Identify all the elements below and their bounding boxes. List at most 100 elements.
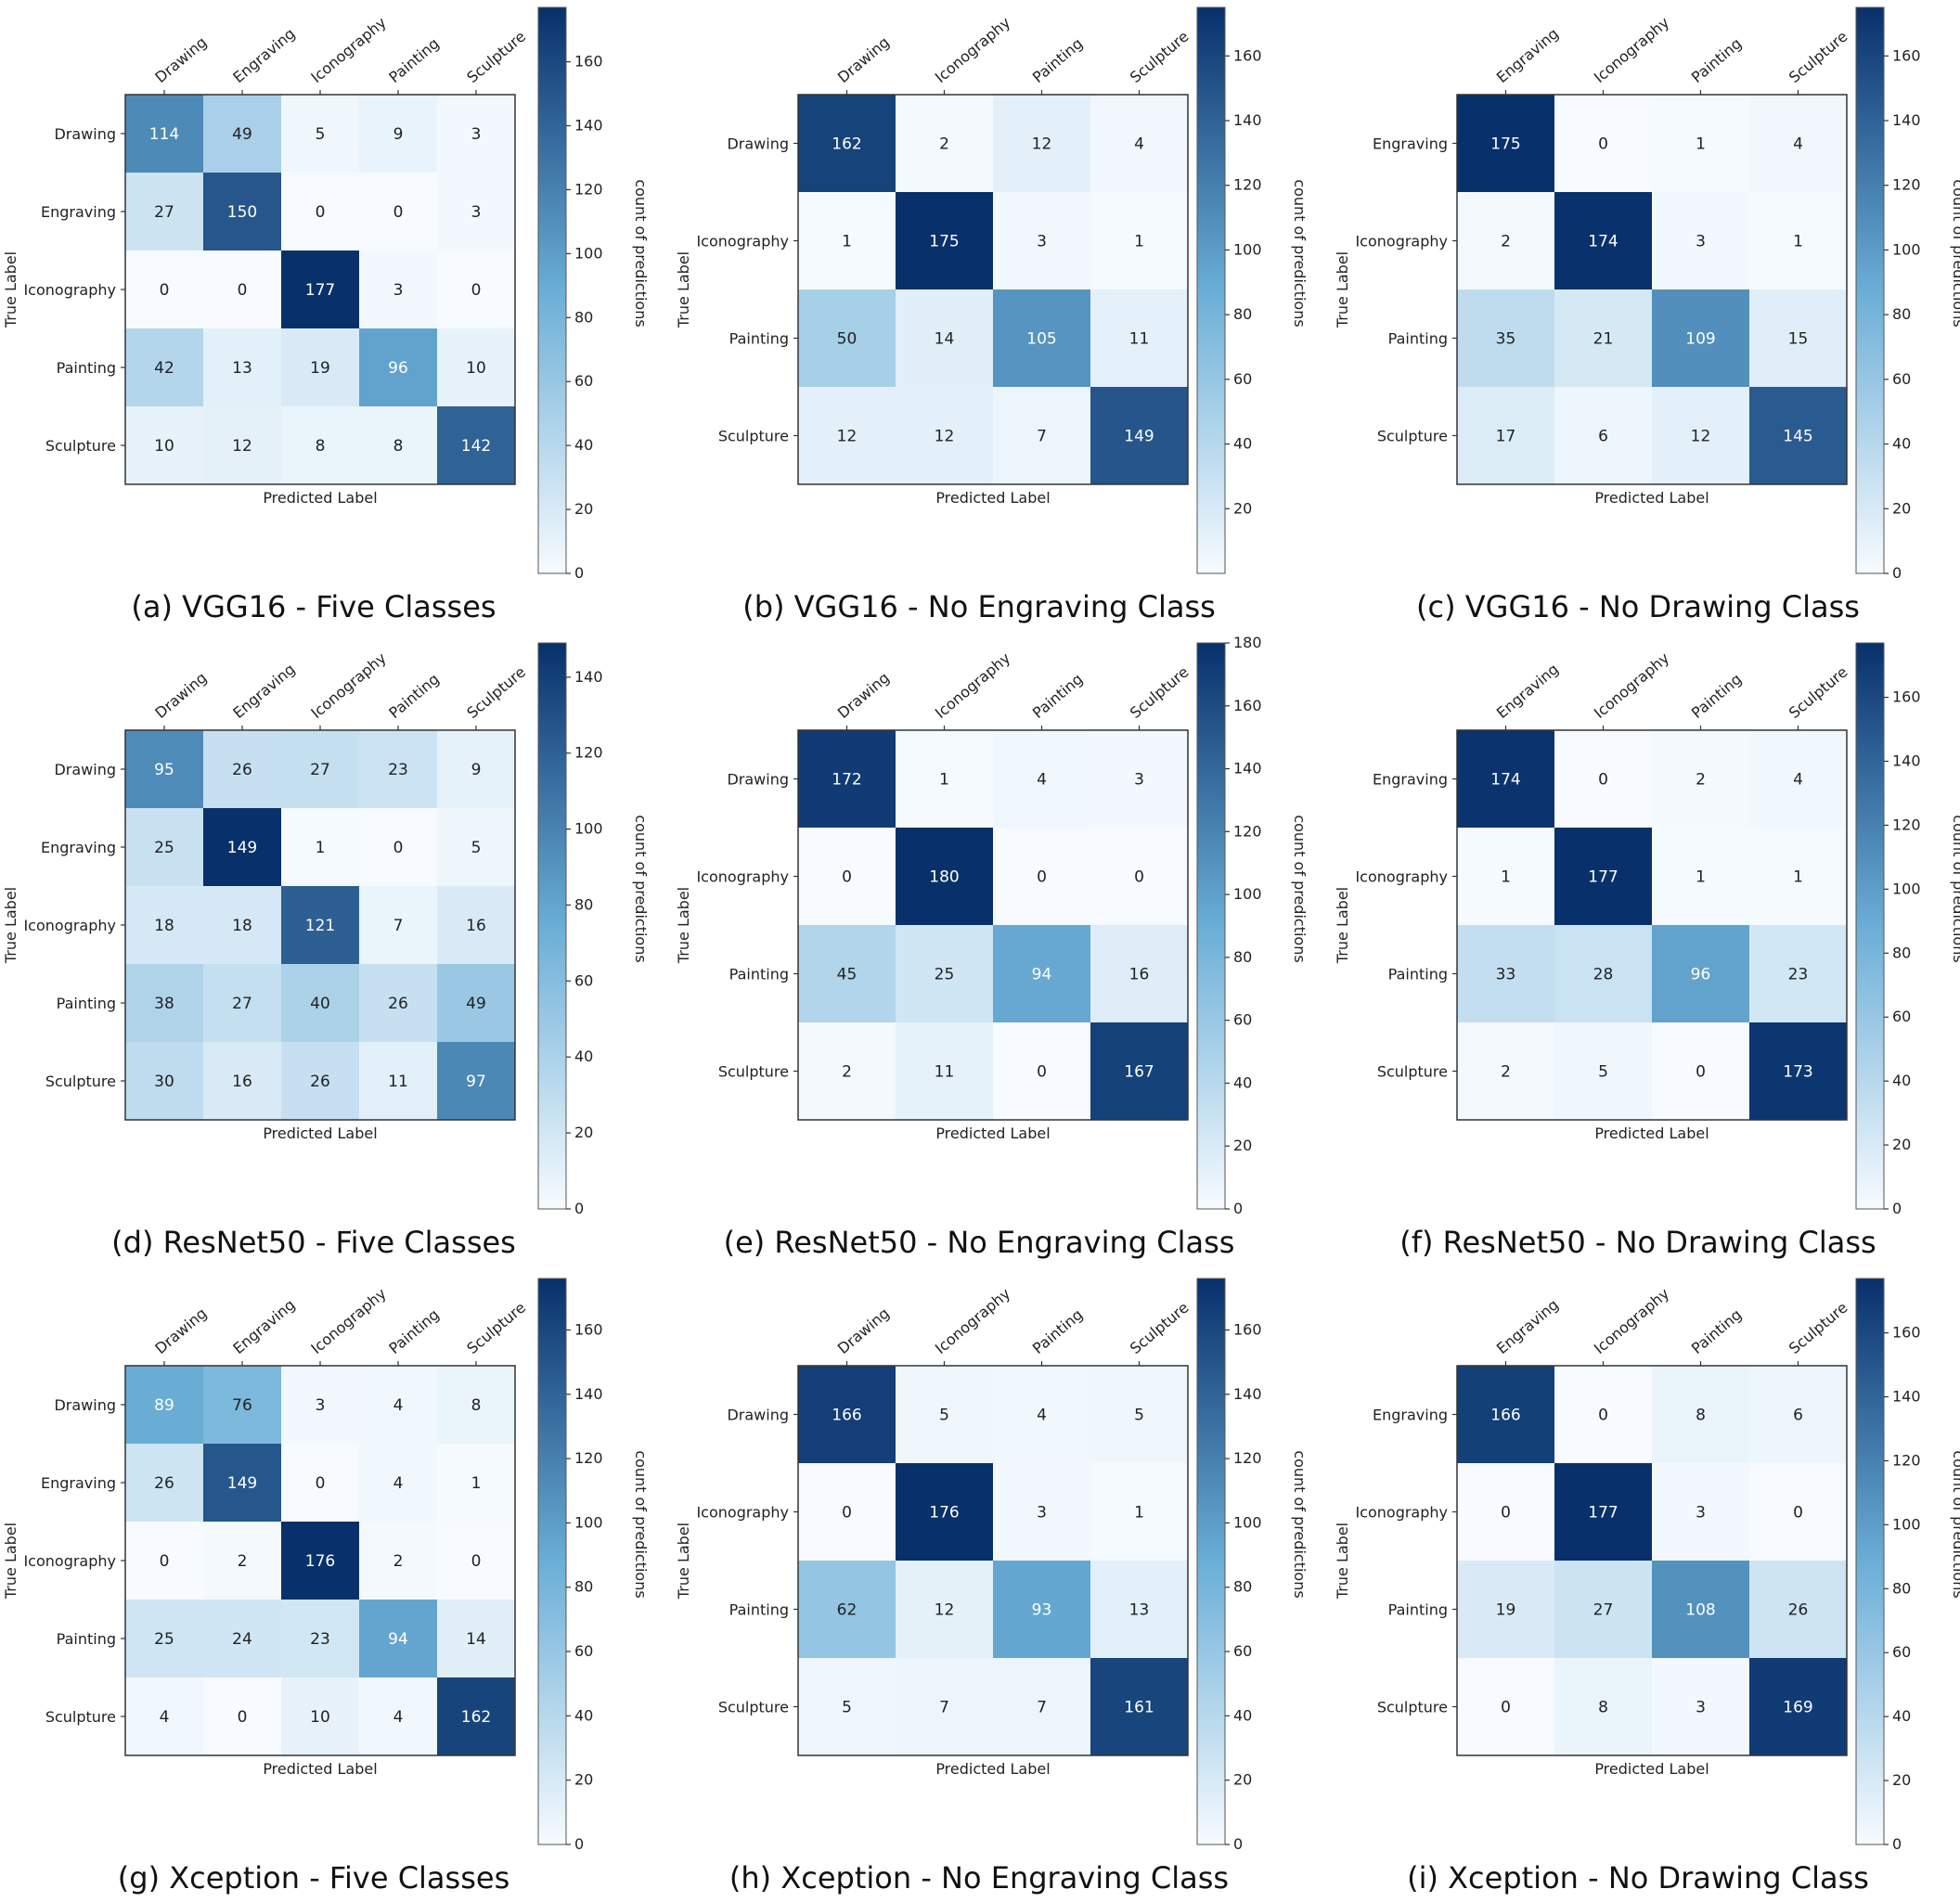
cell-value-label: 177 bbox=[305, 281, 335, 300]
cell-value-label: 4 bbox=[1037, 1407, 1047, 1425]
colorbar-label: count of predictions bbox=[1950, 179, 1960, 327]
panel-a: 114 49 5 9 3 27 150 0 0 3 0 0 177 3 0 42 13 19 96 10 10 12 8 8 1… bbox=[2, 6, 650, 624]
panel-b: 162 2 12 4 1 175 3 1 50 14 105 11 12 12 7 149 Drawing Dra… bbox=[675, 6, 1309, 624]
matrix-frame bbox=[797, 729, 1189, 1121]
x-axis-label: Predicted Label bbox=[935, 489, 1050, 507]
heatmap-cell bbox=[798, 95, 896, 193]
colorbar-tick-label: 40 bbox=[1892, 1072, 1911, 1089]
cell-value-label: 50 bbox=[837, 330, 858, 349]
panel-caption: (e) ResNet50 - No Engraving Class bbox=[724, 1225, 1235, 1260]
y-tick-label: Engraving bbox=[1373, 135, 1448, 153]
heatmap-cell bbox=[125, 730, 204, 809]
cell-value-label: 30 bbox=[154, 1073, 174, 1091]
heatmap-cell bbox=[1457, 95, 1555, 193]
cell-value-label: 89 bbox=[154, 1396, 174, 1415]
x-axis-label: Predicted Label bbox=[263, 1760, 377, 1778]
colorbar-tick-label: 20 bbox=[574, 500, 593, 518]
cell-value-label: 175 bbox=[929, 233, 959, 251]
heatmap-cell bbox=[125, 886, 204, 965]
heatmap-cell bbox=[896, 192, 994, 290]
cell-value-label: 108 bbox=[1685, 1601, 1715, 1620]
heatmap-cell bbox=[437, 406, 516, 485]
heatmap-cell bbox=[1457, 387, 1555, 485]
heatmap-cell bbox=[896, 1463, 994, 1561]
cell-value-label: 7 bbox=[939, 1699, 949, 1717]
cell-value-label: 49 bbox=[232, 125, 252, 144]
colorbar-label: count of predictions bbox=[632, 815, 650, 962]
heatmap-cell bbox=[896, 1366, 994, 1464]
heatmap-cell bbox=[896, 387, 994, 485]
heatmap-cell bbox=[1554, 730, 1653, 829]
cell-value-label: 9 bbox=[393, 125, 404, 144]
colorbar-tick-label: 60 bbox=[574, 971, 593, 989]
colorbar-tick-label: 160 bbox=[574, 53, 603, 71]
y-tick-label: Painting bbox=[1388, 966, 1448, 983]
heatmap-cell bbox=[359, 1444, 438, 1523]
cell-value-label: 7 bbox=[393, 917, 404, 935]
cell-value-label: 21 bbox=[1593, 330, 1614, 349]
cell-value-label: 25 bbox=[154, 1630, 174, 1649]
heatmap-cell bbox=[281, 730, 360, 809]
y-axis-label: True Label bbox=[1334, 1523, 1351, 1600]
cell-value-label: 169 bbox=[1783, 1699, 1812, 1717]
cell-value-label: 6 bbox=[1598, 428, 1608, 446]
y-tick-label: Painting bbox=[1388, 1601, 1448, 1619]
colorbar-label: count of predictions bbox=[1291, 179, 1309, 327]
cell-value-label: 26 bbox=[1788, 1601, 1809, 1620]
cell-value-label: 149 bbox=[1124, 428, 1154, 446]
heatmap-cell bbox=[125, 251, 204, 329]
y-tick-label: Painting bbox=[729, 330, 789, 348]
cell-value-label: 105 bbox=[1026, 330, 1056, 349]
colorbar-tick-label: 80 bbox=[1233, 305, 1252, 323]
cell-value-label: 96 bbox=[388, 359, 408, 378]
cell-value-label: 0 bbox=[1598, 1407, 1608, 1425]
cell-value-label: 19 bbox=[310, 359, 330, 378]
heatmap-cell bbox=[1749, 1561, 1848, 1659]
cell-value-label: 18 bbox=[154, 917, 174, 935]
x-tick-label: Drawing bbox=[151, 1304, 210, 1357]
colorbar-tick-label: 80 bbox=[1892, 944, 1911, 961]
heatmap-cell bbox=[437, 964, 516, 1043]
colorbar-tick-label: 20 bbox=[1233, 1771, 1252, 1789]
cell-value-label: 12 bbox=[935, 428, 955, 446]
x-tick-label: Iconography bbox=[932, 1285, 1013, 1358]
cell-value-label: 1 bbox=[1696, 135, 1706, 154]
cell-value-label: 23 bbox=[388, 761, 408, 779]
x-tick-label: Painting bbox=[1029, 670, 1087, 722]
cell-value-label: 3 bbox=[1696, 1699, 1706, 1717]
heatmap-cell bbox=[359, 1366, 438, 1445]
cell-value-label: 26 bbox=[154, 1474, 174, 1493]
cell-value-label: 166 bbox=[832, 1407, 861, 1425]
cell-value-label: 25 bbox=[935, 966, 955, 984]
cell-value-label: 176 bbox=[305, 1552, 335, 1571]
y-tick-label: Iconography bbox=[1355, 1504, 1448, 1522]
heatmap-cell bbox=[1749, 387, 1848, 485]
heatmap-cell bbox=[1457, 925, 1555, 1023]
heatmap-cell bbox=[1554, 828, 1653, 926]
cell-value-label: 109 bbox=[1685, 330, 1715, 349]
heatmap-cell bbox=[1749, 828, 1848, 926]
heatmap-cell bbox=[1457, 1463, 1555, 1561]
heatmap-cell bbox=[1090, 1366, 1189, 1464]
heatmap-cell bbox=[203, 95, 282, 173]
colorbar-tick-label: 100 bbox=[574, 820, 603, 838]
heatmap-cell bbox=[993, 730, 1091, 829]
heatmap-cell bbox=[125, 173, 204, 251]
heatmap-cell bbox=[203, 964, 282, 1043]
cell-value-label: 12 bbox=[837, 428, 858, 446]
cell-value-label: 177 bbox=[1588, 1504, 1618, 1523]
heatmap-cell bbox=[203, 1522, 282, 1600]
colorbar bbox=[537, 642, 567, 1210]
x-tick-label: Engraving bbox=[229, 660, 298, 722]
x-tick-label: Drawing bbox=[834, 33, 893, 86]
cell-value-label: 10 bbox=[154, 437, 174, 456]
heatmap-cell bbox=[993, 1561, 1091, 1659]
heatmap-cell bbox=[896, 1022, 994, 1121]
y-tick-label: Drawing bbox=[54, 761, 116, 778]
heatmap-cell bbox=[125, 328, 204, 407]
cell-value-label: 14 bbox=[935, 330, 955, 349]
panel-caption: (h) Xception - No Engraving Class bbox=[729, 1860, 1229, 1896]
colorbar-tick-label: 100 bbox=[574, 1513, 603, 1531]
y-tick-label: Painting bbox=[57, 995, 116, 1012]
colorbar-tick-label: 160 bbox=[1233, 46, 1262, 64]
